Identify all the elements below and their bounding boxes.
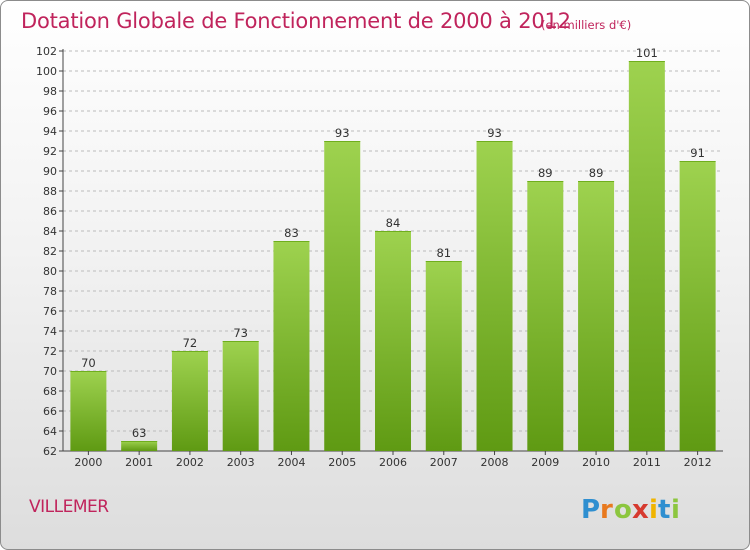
data-label: 83 — [284, 226, 299, 240]
data-label: 91 — [690, 146, 705, 160]
y-tick-label: 64 — [43, 425, 57, 438]
bar-chart: 62 64 66 68 70 72 74 76 78 80 82 84 86 88 90 92 94 96 98 10… — [36, 45, 723, 469]
y-tick-label: 90 — [43, 165, 57, 178]
x-tick-label: 2005 — [328, 456, 356, 469]
data-label: 89 — [538, 166, 553, 180]
y-tick-label: 70 — [43, 365, 57, 378]
y-tick-label: 68 — [43, 385, 57, 398]
y-tick-label: 96 — [43, 105, 57, 118]
bar — [222, 341, 259, 451]
svg-text:i: i — [671, 495, 680, 525]
bar — [70, 371, 107, 451]
bar — [578, 181, 615, 451]
commune-name: VILLEMER — [29, 497, 109, 517]
y-tick-label: 76 — [43, 305, 57, 318]
y-tick-label: 94 — [43, 125, 57, 138]
bar — [375, 231, 411, 451]
svg-text:P: P — [581, 495, 600, 525]
y-tick-label: 98 — [43, 85, 57, 98]
data-label: 101 — [636, 46, 658, 60]
y-tick-label: 86 — [43, 205, 57, 218]
y-tick-label: 84 — [43, 225, 57, 238]
svg-text:r: r — [600, 495, 613, 525]
x-tick-label: 2002 — [176, 456, 204, 469]
bar — [121, 441, 158, 451]
y-tick-label: 100 — [36, 65, 57, 78]
bar — [324, 141, 361, 451]
data-label: 81 — [436, 246, 451, 260]
x-tick-label: 2007 — [430, 456, 458, 469]
x-tick-label: 2000 — [74, 456, 102, 469]
x-tick-label: 2010 — [582, 456, 610, 469]
x-tick-label: 2006 — [379, 456, 407, 469]
data-label: 63 — [132, 426, 147, 440]
bar — [273, 241, 310, 451]
bar — [476, 141, 513, 451]
y-tick-label: 88 — [43, 185, 57, 198]
data-label: 84 — [386, 216, 401, 230]
x-tick-label: 2001 — [125, 456, 153, 469]
x-tick-label: 2012 — [684, 456, 712, 469]
y-tick-label: 78 — [43, 285, 57, 298]
chart-title: Dotation Globale de Fonctionnement de 20… — [21, 9, 571, 33]
y-tick-label: 66 — [43, 405, 57, 418]
data-label: 89 — [589, 166, 604, 180]
svg-text:t: t — [658, 495, 670, 525]
y-tick-label: 74 — [43, 325, 57, 338]
data-label: 73 — [233, 326, 248, 340]
svg-text:i: i — [649, 495, 658, 525]
data-label: 93 — [487, 126, 502, 140]
x-tick-label: 2008 — [481, 456, 509, 469]
svg-text:x: x — [632, 495, 649, 525]
y-tick-label: 92 — [43, 145, 57, 158]
proxiti-logo: P r o x i t i — [581, 495, 680, 525]
data-label: 93 — [335, 126, 350, 140]
y-tick-label: 102 — [36, 45, 57, 58]
y-tick-label: 72 — [43, 345, 57, 358]
bar — [628, 61, 665, 451]
bar — [527, 181, 564, 451]
y-tick-label: 82 — [43, 245, 57, 258]
y-tick-label: 62 — [43, 445, 57, 458]
x-tick-label: 2004 — [277, 456, 305, 469]
x-tick-label: 2011 — [633, 456, 661, 469]
y-tick-label: 80 — [43, 265, 57, 278]
svg-text:o: o — [614, 495, 632, 525]
data-label: 72 — [183, 336, 198, 350]
data-label: 70 — [81, 356, 96, 370]
bar — [171, 351, 208, 451]
bar — [425, 261, 462, 451]
x-tick-label: 2003 — [227, 456, 255, 469]
bar — [679, 161, 716, 451]
chart-unit: (en milliers d'€) — [541, 18, 632, 32]
x-tick-label: 2009 — [531, 456, 559, 469]
